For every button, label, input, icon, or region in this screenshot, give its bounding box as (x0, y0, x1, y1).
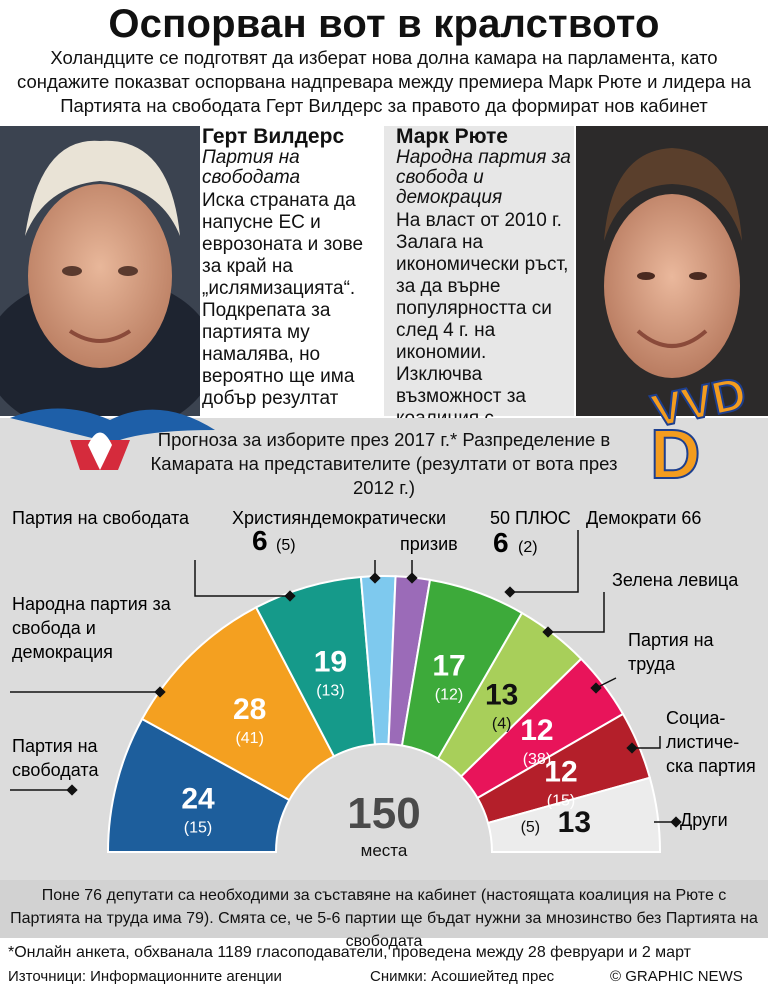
subtitle: Холандците се подготвят да изберат нова … (16, 47, 751, 116)
label-pvda-line2: труда (628, 654, 676, 674)
seat-previous-pvv-2: (13) (316, 683, 344, 700)
seat-previous-gl: (4) (492, 715, 512, 732)
seat-previous-sp: (15) (547, 793, 575, 810)
label-50plus-prev: (2) (518, 539, 538, 556)
vvd-logo: VVD D (646, 366, 751, 494)
label-pvv-top: Партия на свободата (12, 508, 190, 528)
label-sp-line1: Социа- (666, 708, 725, 728)
label-d66: Демократи 66 (586, 508, 701, 528)
leader-line (632, 736, 661, 749)
leader-dot (154, 686, 166, 698)
rutte-photo (576, 126, 768, 416)
label-other: Други (680, 810, 728, 830)
leader-line (510, 530, 579, 593)
rutte-party: Народна партия за свобода и демокрация (396, 147, 571, 208)
wilders-photo (0, 126, 200, 416)
leader-dot (590, 682, 602, 694)
photo-credit: Снимки: Асошиейтед прес (370, 968, 555, 985)
leader-dot (406, 572, 418, 584)
seat-value-d66: 17 (432, 649, 465, 682)
label-vvd-line1: Народна партия за (12, 594, 172, 614)
label-vvd-line2: свобода и (12, 618, 96, 638)
seat-value-sp: 12 (544, 756, 577, 789)
rutte-bio-panel (384, 126, 574, 416)
seat-value-pvv-2: 19 (314, 646, 347, 679)
label-pvv-line2: свободата (12, 760, 99, 780)
label-pvda-line1: Партия на (628, 630, 715, 650)
label-vvd-line3: демокрация (12, 642, 113, 662)
seat-segment-other (486, 776, 662, 853)
seat-value-pvda: 12 (520, 714, 553, 747)
seat-value-gl: 13 (485, 678, 518, 711)
leader-dot (542, 626, 554, 638)
leader-dot (670, 816, 682, 828)
label-sp-line3: ска партия (666, 756, 756, 776)
chart-heading: Прогноза за изборите през 2017 г.* Разпр… (150, 429, 618, 498)
page-title: Оспорван вот в кралството (108, 2, 660, 46)
footnote: *Онлайн анкета, обхванала 1189 гласопода… (8, 944, 691, 961)
leader-dot (626, 742, 638, 754)
wilders-name: Герт Вилдерс (202, 125, 345, 148)
seat-previous-pvda: (38) (523, 751, 551, 768)
label-50plus: 50 ПЛЮС (490, 508, 571, 528)
total-seats-unit: места (361, 841, 408, 860)
leader-dot (284, 590, 296, 602)
label-cda-line2: призив (400, 534, 458, 554)
label-50plus-value: 6 (493, 527, 509, 558)
seat-value-other: 13 (558, 806, 591, 839)
seat-previous-d66: (12) (435, 686, 463, 703)
pvv-bird-logo (10, 408, 215, 470)
seat-previous-vvd: (41) (235, 730, 263, 747)
leader-dot (504, 586, 516, 598)
sources: Източници: Информационните агенции (8, 968, 282, 985)
wilders-bio: Герт Вилдерс Партия на свободата Иска ст… (202, 126, 380, 410)
leader-line (548, 592, 605, 633)
seat-previous-pvv: (15) (184, 819, 212, 836)
seat-chart: VVD D 24(15)28(41)19(13)17(12) 13(4) 12(38… (10, 366, 756, 860)
wilders-description: Иска страната да напусне ЕС и еврозоната… (202, 190, 364, 409)
leader-line (194, 560, 290, 597)
wilders-party: Партия на свободата (202, 147, 301, 188)
total-seats: 150 (347, 789, 420, 838)
note-text: Поне 76 депутати са необходими за състав… (10, 887, 758, 950)
leader-dot (66, 784, 78, 796)
label-gl: Зелена левица (612, 570, 739, 590)
label-cda-line1: Християндемократически (232, 508, 446, 528)
label-cda-prev: (5) (276, 537, 296, 554)
label-pvv-line1: Партия на (12, 736, 99, 756)
seat-value-vvd: 28 (233, 693, 266, 726)
seat-previous-other: (5) (521, 819, 541, 836)
note-panel (0, 880, 768, 938)
leader-dot (369, 572, 381, 584)
svg-text:D: D (650, 415, 701, 493)
credit: © GRAPHIC NEWS (610, 968, 743, 985)
rutte-name: Марк Рюте (396, 125, 508, 148)
label-cda-value: 6 (252, 525, 268, 556)
label-sp-line2: листиче- (666, 732, 739, 752)
seat-value-pvv: 24 (181, 782, 215, 815)
